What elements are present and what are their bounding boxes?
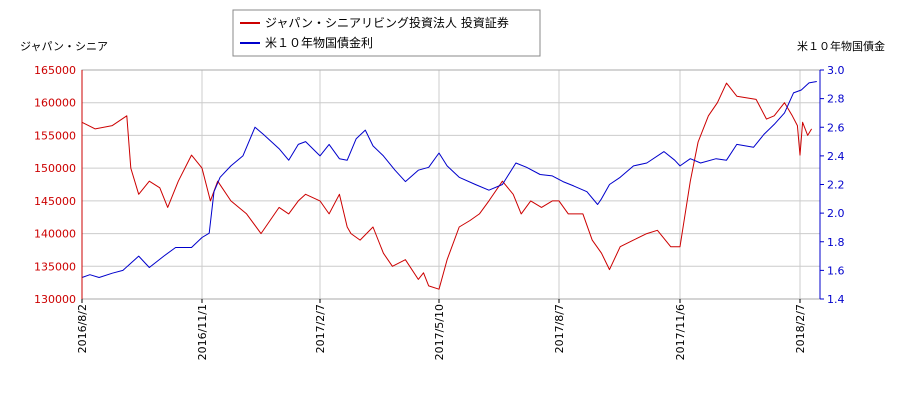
plot-frame [81,69,821,300]
legend-label-price: ジャパン・シニアリビング投資法人 投資証券 [265,15,509,30]
right-tick-label: 2.2 [827,179,845,192]
x-tick-label: 2017/5/10 [433,304,446,360]
left-tick-label: 150000 [34,162,76,175]
right-tick-label: 2.0 [827,207,845,220]
left-axis-title: ジャパン・シニア [20,40,108,53]
right-tick-label: 2.8 [827,93,845,106]
x-tick-label: 2017/8/7 [553,304,566,353]
legend-label-rate: 米１０年物国債金利 [265,35,373,50]
left-tick-label: 160000 [34,97,76,110]
right-tick-label: 2.4 [827,150,845,163]
left-tick-label: 135000 [34,260,76,273]
left-tick-label: 145000 [34,195,76,208]
x-tick-label: 2017/11/6 [674,304,687,360]
series-line-rate [81,81,817,278]
legend: ジャパン・シニアリビング投資法人 投資証券 米１０年物国債金利 [232,9,541,57]
right-tick-label: 2.6 [827,121,845,134]
left-tick-label: 155000 [34,129,76,142]
right-tick-label: 1.4 [827,293,845,306]
x-tick-label: 2016/11/1 [196,304,209,360]
grid [81,69,820,300]
right-tick-label: 1.8 [827,236,845,249]
right-tick-label: 1.6 [827,264,845,277]
x-axis: 2016/8/2 2016/11/1 2017/2/7 2017/5/10 2017/8… [76,299,807,360]
left-tick-label: 130000 [34,293,76,306]
left-tick-label: 140000 [34,228,76,241]
right-axis-title: 米１０年物国債金 [797,39,885,53]
x-tick-label: 2017/2/7 [314,304,327,353]
series-line-price [81,82,813,290]
legend-box [232,9,541,57]
right-axis: 1.4 1.6 1.8 2.0 2.2 2.4 2.6 2.8 3.0 [819,64,845,306]
series-layer [81,81,817,290]
left-tick-label: 165000 [34,64,76,77]
x-tick-label: 2016/8/2 [76,304,89,353]
left-axis: 130000 135000 140000 145000 150000 155000 1600… [34,64,83,306]
right-tick-label: 3.0 [827,64,845,77]
x-tick-label: 2018/2/7 [794,304,807,353]
